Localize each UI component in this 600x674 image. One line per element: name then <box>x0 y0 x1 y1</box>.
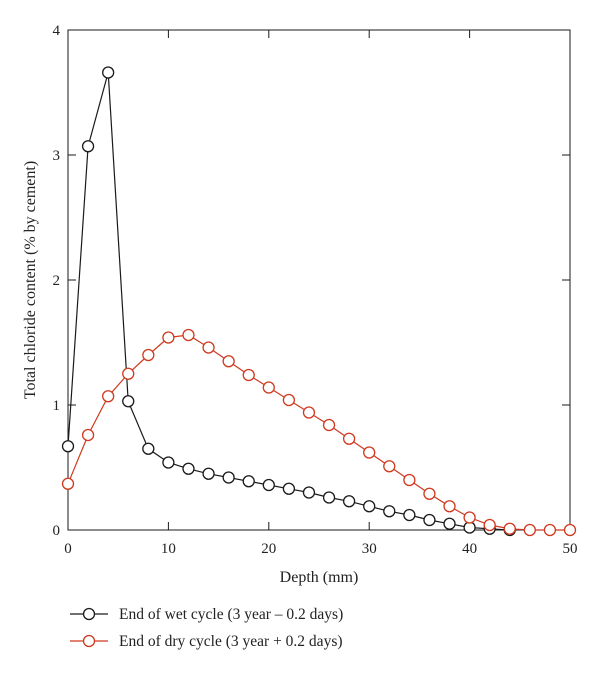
series-1-point <box>443 517 456 530</box>
series-2-point <box>142 348 155 362</box>
series-2-line <box>67 334 570 531</box>
series-2-point <box>242 368 255 382</box>
y-axis-label: Total chloride content (% by cement) <box>22 161 39 399</box>
series-2-point <box>563 523 577 537</box>
series-1-point <box>322 491 336 504</box>
series-2-point <box>463 511 476 524</box>
series-2-point <box>182 328 195 342</box>
series-2-point <box>443 500 456 513</box>
y-tick-label: 0 <box>53 523 61 539</box>
series-1-point <box>262 478 275 492</box>
legend-item-1: End of wet cycle (3 year – 0.2 days) <box>70 606 343 623</box>
series-1-point <box>222 471 235 484</box>
series-2-point <box>403 473 416 487</box>
series-1-point <box>202 467 215 480</box>
series-2-point <box>503 522 516 535</box>
series-2 <box>61 328 577 537</box>
series-1-point <box>463 521 476 534</box>
series-1-point <box>423 513 436 527</box>
series-1-point <box>383 505 396 518</box>
series-2-point <box>262 381 275 394</box>
x-tick-label: 10 <box>161 541 176 557</box>
x-tick-label: 50 <box>563 541 578 557</box>
series-2-point <box>202 341 215 354</box>
series-1-point <box>363 500 376 513</box>
series-2-point <box>363 446 376 459</box>
legend-label: End of wet cycle (3 year – 0.2 days) <box>119 606 343 623</box>
x-tick-label: 0 <box>64 541 72 557</box>
series-layer <box>61 66 577 537</box>
series-2-point <box>423 487 436 500</box>
y-tick-label: 2 <box>53 273 61 289</box>
series-2-point <box>523 523 536 537</box>
series-1-point <box>282 482 296 495</box>
series-1-point <box>142 442 155 455</box>
series-2-point <box>322 418 336 432</box>
series-1-point <box>81 140 95 153</box>
tick-labels: 0 10 20 30 40 50 0 1 2 3 4 <box>53 23 578 557</box>
series-1-line <box>67 72 510 531</box>
x-tick-label: 40 <box>462 541 477 557</box>
series-2-point <box>61 477 75 490</box>
series-2-point <box>302 406 316 419</box>
legend-marker-swatch <box>82 634 96 648</box>
series-2-point <box>342 432 356 445</box>
series-1-point <box>302 486 316 499</box>
series-2-point <box>222 355 235 368</box>
y-tick-label: 1 <box>53 398 61 414</box>
series-2-point <box>81 428 95 442</box>
series-1-point <box>182 462 195 475</box>
series-2-point <box>282 393 296 407</box>
legend: End of wet cycle (3 year – 0.2 days) End … <box>70 606 343 650</box>
series-1-point <box>242 475 255 488</box>
series-1-point <box>403 508 416 522</box>
x-tick-label: 20 <box>261 541 276 557</box>
series-1-point <box>102 66 115 79</box>
series-1-point <box>342 495 356 508</box>
series-2-point <box>122 367 135 380</box>
plot-frame <box>67 29 571 531</box>
series-1-point <box>162 456 175 469</box>
series-2-point <box>543 523 557 537</box>
y-tick-label: 3 <box>53 148 61 164</box>
series-1 <box>61 66 516 537</box>
series-1-point <box>122 395 135 408</box>
x-tick-label: 30 <box>362 541 377 557</box>
legend-marker-swatch <box>82 607 96 621</box>
series-2-point <box>483 518 496 532</box>
legend-label: End of dry cycle (3 year + 0.2 days) <box>119 633 343 650</box>
axis-ticks <box>67 29 571 531</box>
series-2-point <box>162 331 175 344</box>
legend-item-2: End of dry cycle (3 year + 0.2 days) <box>70 633 343 650</box>
series-1-point <box>61 440 75 453</box>
y-tick-label: 4 <box>53 23 61 39</box>
series-2-point <box>102 390 115 403</box>
x-axis-label: Depth (mm) <box>280 569 359 586</box>
series-2-point <box>383 460 396 473</box>
